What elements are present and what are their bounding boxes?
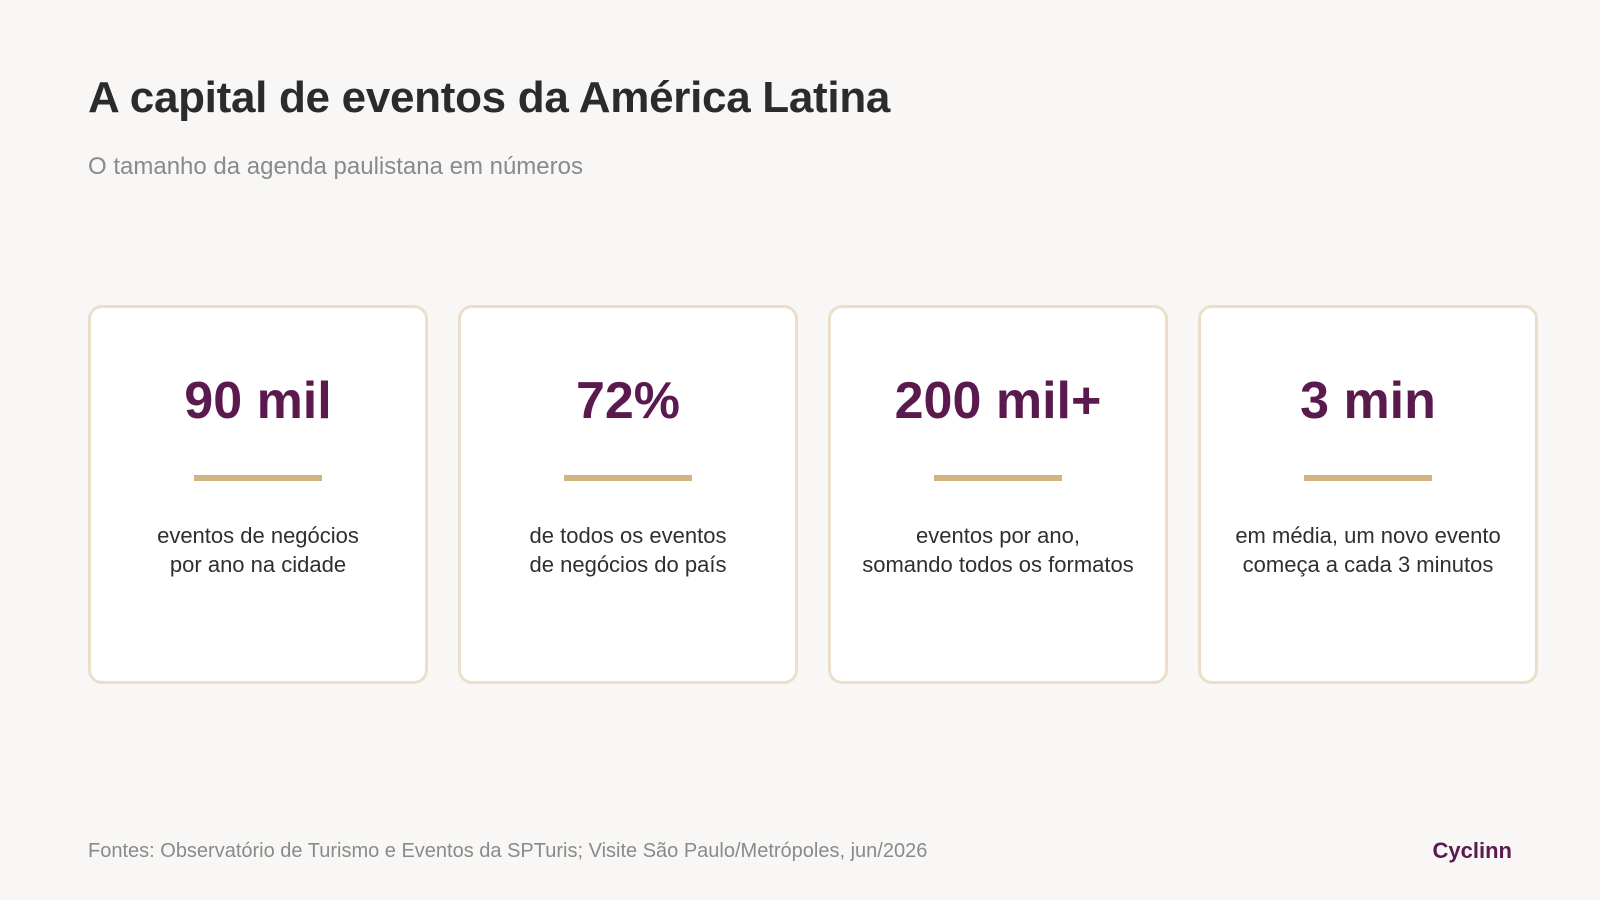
stat-card: 90 mil eventos de negócios por ano na ci… bbox=[88, 305, 428, 684]
stat-cards: 90 mil eventos de negócios por ano na ci… bbox=[88, 305, 1538, 684]
stat-description: eventos por ano, somando todos os format… bbox=[848, 521, 1148, 579]
page-subtitle: O tamanho da agenda paulistana em número… bbox=[88, 153, 583, 180]
page-title: A capital de eventos da América Latina bbox=[88, 73, 891, 122]
stat-description-line: em média, um novo evento bbox=[1235, 523, 1501, 548]
stat-divider bbox=[934, 475, 1062, 481]
brand-logo: Cyclinn bbox=[1432, 838, 1512, 863]
stat-description-line: somando todos os formatos bbox=[862, 552, 1134, 577]
stat-card: 3 min em média, um novo evento começa a … bbox=[1198, 305, 1538, 684]
stat-value: 90 mil bbox=[184, 372, 332, 430]
stat-description-line: de negócios do país bbox=[529, 552, 727, 577]
stat-description-line: eventos de negócios bbox=[157, 523, 359, 548]
stat-card: 72% de todos os eventos de negócios do p… bbox=[458, 305, 798, 684]
stat-value: 72% bbox=[575, 372, 681, 430]
footer-source: Fontes: Observatório de Turismo e Evento… bbox=[88, 840, 928, 862]
stat-description-line: de todos os eventos bbox=[529, 523, 727, 548]
stat-divider bbox=[194, 475, 322, 481]
stat-description: eventos de negócios por ano na cidade bbox=[108, 521, 408, 579]
stat-description-line: eventos por ano, bbox=[916, 523, 1080, 548]
stat-card: 200 mil+ eventos por ano, somando todos … bbox=[828, 305, 1168, 684]
stat-value: 200 mil+ bbox=[894, 372, 1102, 430]
stat-description: em média, um novo evento começa a cada 3… bbox=[1218, 521, 1518, 579]
stat-description: de todos os eventos de negócios do país bbox=[478, 521, 778, 579]
stat-description-line: por ano na cidade bbox=[169, 552, 347, 577]
stat-value: 3 min bbox=[1300, 372, 1436, 430]
stat-divider bbox=[564, 475, 692, 481]
stat-description-line: começa a cada 3 minutos bbox=[1242, 552, 1494, 577]
stat-divider bbox=[1304, 475, 1432, 481]
